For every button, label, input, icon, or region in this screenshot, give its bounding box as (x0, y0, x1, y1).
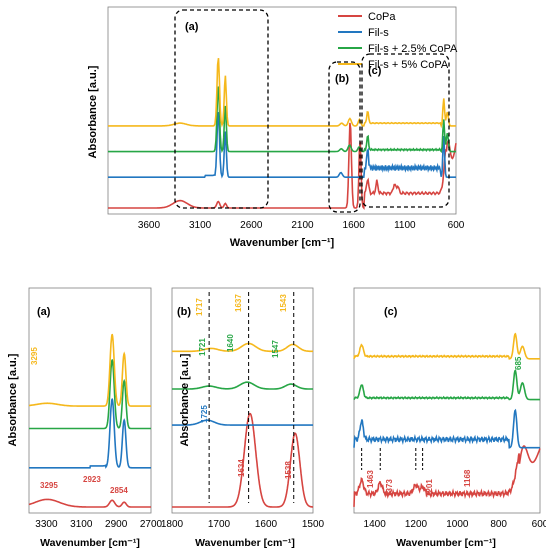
panel-b-title: (b) (177, 306, 191, 318)
x-tick-label-top-4: 1600 (343, 220, 366, 231)
x-tick-label-top-3: 2100 (291, 220, 314, 231)
panel-a-title: (a) (37, 306, 51, 318)
series-line-fil-s-a (29, 398, 151, 469)
series-line-copa-a (28, 498, 151, 508)
series-line-fil-s-c (353, 408, 540, 449)
series-line-fil-s-5-copa-a (29, 333, 151, 407)
x-axis-label-a: Wavenumber [cm⁻¹] (40, 537, 140, 549)
annotation-b-1725: 1725 (200, 405, 209, 423)
x-tick-label-top-2: 2600 (240, 220, 263, 231)
panel-top: 3600 3100 2600 2100 1600 1100 600 Absorbance [… (87, 6, 465, 249)
series-line-fil-s-5-copa-b (172, 342, 313, 353)
panel-c-title: (c) (384, 306, 398, 318)
series-line-copa-top (108, 122, 457, 210)
series-line-fil-s-5-copa-c (353, 332, 540, 360)
plot-frame-b (171, 287, 314, 514)
annotation-a-3295: 3295 (30, 347, 39, 365)
series-line-fil-s-5-copa-top (108, 57, 456, 129)
annotation-c-1201: 1201 (425, 479, 434, 497)
x-tick-label-top-6: 600 (448, 220, 465, 231)
x-tick-label-a-3: 2700 (140, 519, 163, 530)
x-tick-label-c-1: 1200 (405, 519, 428, 530)
annotation-b-1717: 1717 (195, 298, 204, 316)
annotation-b-1547: 1547 (271, 340, 280, 358)
series-line-fil-s-2-5-copa-b (172, 381, 313, 390)
plot-frame-a (28, 287, 152, 514)
x-axis-label-b: Wavenumber [cm⁻¹] (195, 537, 295, 549)
y-axis-label-b: Absorbance [a.u.] (179, 353, 191, 446)
region-label-0: (a) (185, 21, 199, 33)
annotation-a-3295: 3295 (40, 481, 58, 490)
x-tick-label-a-0: 3300 (35, 519, 58, 530)
x-tick-label-a-2: 2900 (105, 519, 128, 530)
x-tick-label-a-1: 3100 (70, 519, 93, 530)
annotation-b-1637: 1637 (234, 294, 243, 312)
x-tick-label-top-1: 3100 (189, 220, 212, 231)
legend-label-copa: CoPa (368, 11, 396, 23)
region-label-1: (b) (335, 73, 349, 85)
annotation-b-1640: 1640 (226, 334, 235, 352)
annotation-c-1463: 1463 (366, 470, 375, 488)
x-axis-label-c: Wavenumber [cm⁻¹] (396, 537, 496, 549)
legend-label-fil-s-2-5-copa: Fil-s + 2.5% CoPA (368, 43, 458, 55)
annotation-a-2923: 2923 (83, 475, 101, 484)
x-tick-label-c-0: 1400 (364, 519, 387, 530)
annotation-a-2854: 2854 (110, 486, 128, 495)
annotation-c-1168: 1168 (463, 469, 472, 487)
annotation-b-1538: 1538 (284, 461, 293, 479)
region-box-1 (328, 61, 361, 213)
annotation-b-1543: 1543 (279, 294, 288, 312)
annotation-b-1634: 1634 (237, 459, 246, 477)
series-line-fil-s-2-5-copa-top (108, 86, 456, 154)
panel-a: 3300 3100 2900 2700 3295 3295 2923 2854 (a) Ab… (7, 287, 163, 549)
x-axis-label-top: Wavenumber [cm⁻¹] (230, 237, 335, 249)
x-tick-label-b-0: 1800 (161, 519, 184, 530)
y-axis-label-a: Absorbance [a.u.] (7, 353, 19, 446)
x-tick-label-c-4: 600 (532, 519, 546, 530)
legend: CoPa Fil-s Fil-s + 2.5% CoPA Fil-s + 5% CoP… (338, 11, 458, 71)
series-line-copa-c (353, 445, 541, 507)
panel-b: 1800 1700 1600 1500 1717 1637 1543 1721 1640 154… (161, 287, 325, 549)
x-tick-label-top-0: 3600 (138, 220, 161, 231)
series-line-fil-s-b (172, 419, 313, 426)
plot-frame-top (107, 6, 457, 215)
x-tick-label-b-2: 1600 (255, 519, 278, 530)
legend-label-fil-s-5-copa: Fil-s + 5% CoPA (368, 59, 449, 71)
series-line-fil-s-2-5-copa-a (29, 359, 151, 430)
series-line-fil-s-top (108, 111, 456, 179)
region-box-2 (361, 53, 450, 208)
series-line-copa-b (172, 412, 313, 508)
annotation-c-685: 685 (514, 356, 523, 370)
x-tick-label-c-3: 800 (490, 519, 507, 530)
x-tick-label-c-2: 1000 (446, 519, 469, 530)
x-tick-label-b-1: 1700 (208, 519, 231, 530)
series-line-fil-s-2-5-copa-c (353, 369, 540, 401)
plot-frame-c (353, 287, 541, 514)
panel-c: 1400 1200 1000 800 600 685 1463 1373 1201 1168 (… (353, 287, 546, 549)
x-tick-label-b-3: 1500 (302, 519, 325, 530)
annotation-b-1721: 1721 (198, 338, 207, 356)
y-axis-label-top: Absorbance [a.u.] (87, 65, 99, 158)
region-label-2: (c) (368, 65, 382, 77)
legend-label-fil-s: Fil-s (368, 27, 389, 39)
annotation-c-1373: 1373 (385, 479, 394, 497)
region-box-0 (174, 9, 269, 209)
x-tick-label-top-5: 1100 (394, 220, 416, 231)
